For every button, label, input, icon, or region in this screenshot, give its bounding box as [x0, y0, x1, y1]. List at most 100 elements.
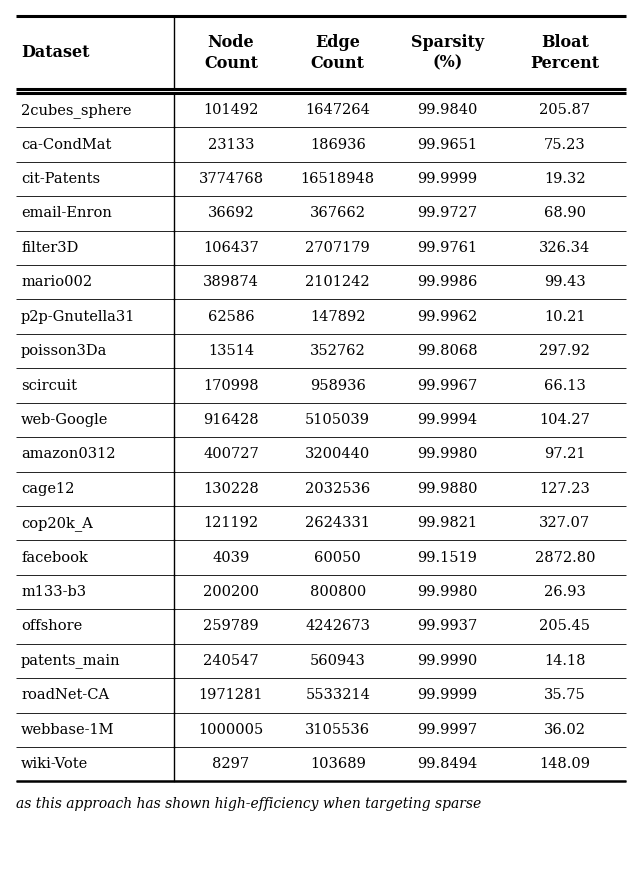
Text: 99.9962: 99.9962 [417, 309, 477, 324]
Text: 170998: 170998 [203, 378, 259, 392]
Text: 104.27: 104.27 [540, 413, 590, 427]
Text: 205.87: 205.87 [540, 103, 591, 117]
Text: 400727: 400727 [203, 447, 259, 461]
Text: 99.9986: 99.9986 [417, 275, 477, 290]
Text: 352762: 352762 [310, 344, 365, 358]
Text: mario002: mario002 [21, 275, 92, 290]
Text: 99.8068: 99.8068 [417, 344, 478, 358]
Text: 99.9999: 99.9999 [417, 688, 477, 703]
Text: cit-Patents: cit-Patents [21, 172, 100, 186]
Text: webbase-1M: webbase-1M [21, 722, 115, 737]
Text: 1647264: 1647264 [305, 103, 370, 117]
Text: 5105039: 5105039 [305, 413, 370, 427]
Text: patents_main: patents_main [21, 654, 121, 669]
Text: 19.32: 19.32 [544, 172, 586, 186]
Text: 99.1519: 99.1519 [417, 551, 477, 565]
Text: 389874: 389874 [203, 275, 259, 290]
Text: 2624331: 2624331 [305, 516, 370, 530]
Text: 148.09: 148.09 [540, 757, 591, 772]
Text: 2872.80: 2872.80 [534, 551, 595, 565]
Text: m133-b3: m133-b3 [21, 585, 86, 599]
Text: 99.9980: 99.9980 [417, 585, 477, 599]
Text: 2cubes_sphere: 2cubes_sphere [21, 103, 132, 118]
Text: 99.9967: 99.9967 [417, 378, 477, 392]
Text: 26.93: 26.93 [544, 585, 586, 599]
Text: 1000005: 1000005 [198, 722, 264, 737]
Text: offshore: offshore [21, 620, 83, 634]
Text: 13514: 13514 [208, 344, 254, 358]
Text: 297.92: 297.92 [540, 344, 590, 358]
Text: 99.9994: 99.9994 [417, 413, 477, 427]
Text: Node
Count: Node Count [204, 34, 258, 72]
Text: wiki-Vote: wiki-Vote [21, 757, 88, 772]
Text: 36692: 36692 [208, 207, 254, 221]
Text: ca-CondMat: ca-CondMat [21, 138, 111, 152]
Text: 327.07: 327.07 [540, 516, 591, 530]
Text: p2p-Gnutella31: p2p-Gnutella31 [21, 309, 136, 324]
Text: 127.23: 127.23 [540, 482, 590, 496]
Text: facebook: facebook [21, 551, 88, 565]
Text: 121192: 121192 [204, 516, 259, 530]
Text: cop20k_A: cop20k_A [21, 516, 93, 531]
Text: Edge
Count: Edge Count [311, 34, 365, 72]
Text: 97.21: 97.21 [544, 447, 586, 461]
Text: 958936: 958936 [310, 378, 365, 392]
Text: 35.75: 35.75 [544, 688, 586, 703]
Text: 186936: 186936 [310, 138, 365, 152]
Text: 367662: 367662 [310, 207, 365, 221]
Text: 147892: 147892 [310, 309, 365, 324]
Text: 99.9980: 99.9980 [417, 447, 477, 461]
Text: 2032536: 2032536 [305, 482, 371, 496]
Text: filter3D: filter3D [21, 240, 79, 255]
Text: 4039: 4039 [212, 551, 250, 565]
Text: 99.9840: 99.9840 [417, 103, 477, 117]
Text: 3200440: 3200440 [305, 447, 371, 461]
Text: 68.90: 68.90 [544, 207, 586, 221]
Text: 99.9937: 99.9937 [417, 620, 477, 634]
Text: 259789: 259789 [203, 620, 259, 634]
Text: 99.9651: 99.9651 [417, 138, 477, 152]
Text: 60050: 60050 [314, 551, 361, 565]
Text: 326.34: 326.34 [540, 240, 591, 255]
Text: as this approach has shown high-efficiency when targeting sparse: as this approach has shown high-efficien… [16, 797, 481, 812]
Text: Dataset: Dataset [21, 44, 90, 62]
Text: roadNet-CA: roadNet-CA [21, 688, 109, 703]
Text: 103689: 103689 [310, 757, 365, 772]
Text: poisson3Da: poisson3Da [21, 344, 108, 358]
Text: 16518948: 16518948 [301, 172, 375, 186]
Text: 106437: 106437 [203, 240, 259, 255]
Text: 99.8494: 99.8494 [417, 757, 477, 772]
Text: web-Google: web-Google [21, 413, 109, 427]
Text: 75.23: 75.23 [544, 138, 586, 152]
Text: 14.18: 14.18 [544, 654, 586, 668]
Text: cage12: cage12 [21, 482, 74, 496]
Text: 99.9997: 99.9997 [417, 722, 477, 737]
Text: 99.9999: 99.9999 [417, 172, 477, 186]
Text: 916428: 916428 [203, 413, 259, 427]
Text: scircuit: scircuit [21, 378, 77, 392]
Text: 205.45: 205.45 [540, 620, 591, 634]
Text: 8297: 8297 [212, 757, 250, 772]
Text: 1971281: 1971281 [199, 688, 263, 703]
Text: 99.43: 99.43 [544, 275, 586, 290]
Text: 240547: 240547 [203, 654, 259, 668]
Text: Bloat
Percent: Bloat Percent [531, 34, 600, 72]
Text: 200200: 200200 [203, 585, 259, 599]
Text: 5533214: 5533214 [305, 688, 370, 703]
Text: 2707179: 2707179 [305, 240, 370, 255]
Text: 99.9990: 99.9990 [417, 654, 477, 668]
Text: amazon0312: amazon0312 [21, 447, 116, 461]
Text: 10.21: 10.21 [544, 309, 586, 324]
Text: 99.9821: 99.9821 [417, 516, 477, 530]
Text: 4242673: 4242673 [305, 620, 370, 634]
Text: 3774768: 3774768 [198, 172, 264, 186]
Text: 99.9761: 99.9761 [417, 240, 477, 255]
Text: email-Enron: email-Enron [21, 207, 112, 221]
Text: 800800: 800800 [310, 585, 366, 599]
Text: 2101242: 2101242 [305, 275, 370, 290]
Text: 36.02: 36.02 [544, 722, 586, 737]
Text: 560943: 560943 [310, 654, 365, 668]
Text: Sparsity
(%): Sparsity (%) [411, 34, 484, 72]
Text: 23133: 23133 [208, 138, 254, 152]
Text: 99.9727: 99.9727 [417, 207, 477, 221]
